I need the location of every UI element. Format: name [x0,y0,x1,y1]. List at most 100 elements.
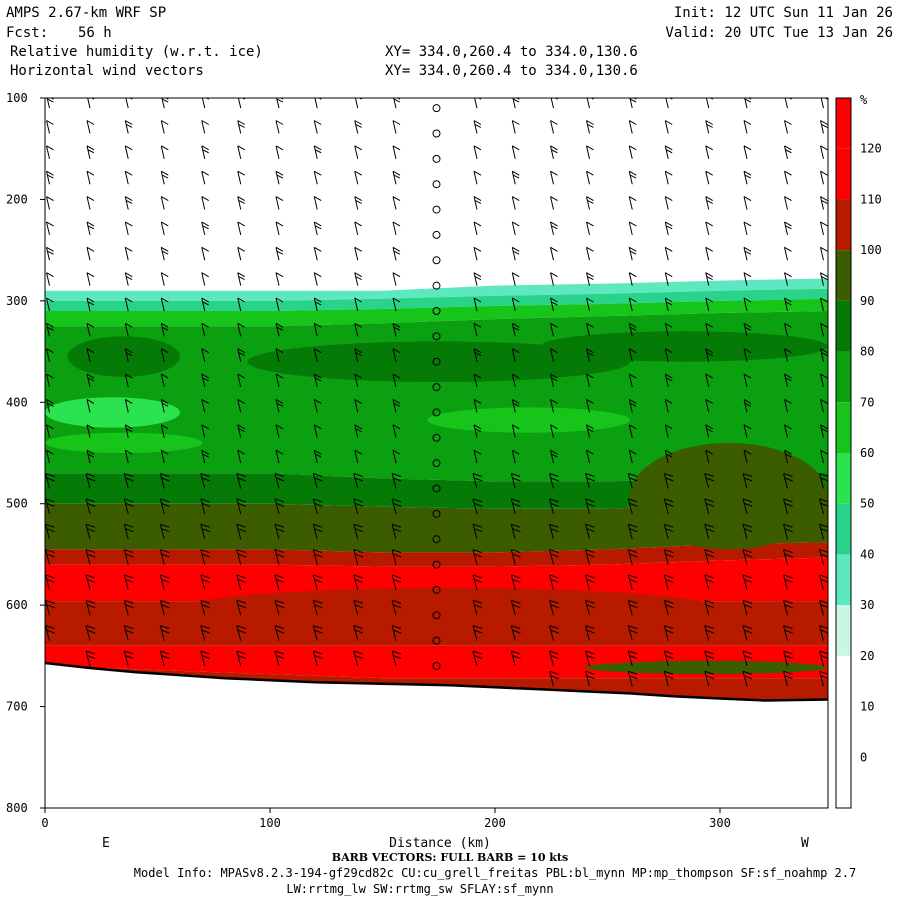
wind-barb [819,473,828,489]
wind-barb [45,599,55,616]
wind-barb [353,549,364,565]
wind-barb [511,221,520,236]
wind-barb [354,373,362,388]
wind-barb [705,120,713,134]
colorbar-level-label: 110 [860,192,882,206]
colorbar-swatch [836,453,851,504]
wind-barbs [45,98,828,687]
wind-barb [86,120,95,134]
wind-barb [354,221,362,236]
wind-barb [313,272,322,286]
wind-barb [550,398,558,413]
wind-barb [160,322,169,337]
wind-barb [627,574,638,591]
wind-barb [550,246,558,261]
wind-barb [46,424,54,438]
rh-patch-2 [540,331,828,362]
wind-barb [86,348,95,362]
wind-barb [275,272,284,286]
wind-barb [86,221,95,236]
wind-barb [784,170,792,185]
wind-barb [743,449,752,464]
wind-barb [275,196,284,210]
wind-barb [550,221,558,236]
y-tick-label: 500 [6,497,28,511]
field-wind-label: Horizontal wind vectors [10,63,204,79]
wind-barb [784,196,792,210]
wind-barb [743,424,752,438]
wind-barb [586,221,594,236]
wind-barb [46,449,54,464]
x-right-end-label: W [801,836,809,851]
wind-barb [473,297,482,312]
wind-barb [550,120,558,134]
wind-barb [628,322,637,337]
wind-barb [86,398,95,413]
wind-barb [46,120,54,134]
wind-barb [313,297,322,312]
wind-barb [160,398,169,413]
wind-barb [664,297,673,312]
wind-barb [275,424,284,438]
wind-barb [160,221,169,236]
rh-patch-3 [45,397,180,428]
wind-barb [663,549,674,565]
wind-barb [237,196,245,210]
wind-barb [313,246,322,261]
wind-barb [124,145,133,159]
wind-barb [783,650,793,667]
wind-barb [550,145,558,159]
wind-barb [627,625,638,641]
colorbar-level-label: 80 [860,345,874,359]
colorbar-swatch [836,706,851,758]
wind-barb [86,297,95,312]
wind-barb [472,599,483,616]
wind-barb [549,473,559,489]
wind-barb [123,599,134,616]
wind-barb [353,574,364,591]
calm-wind-circle [432,357,441,366]
wind-barb [353,650,364,667]
wind-barb [354,196,362,210]
wind-barb [820,322,828,337]
wind-barb [705,145,713,159]
colorbar-swatch [836,351,851,403]
wind-barb [201,398,209,413]
wind-barb [628,373,637,388]
wind-barb [85,473,96,489]
wind-barb [549,650,559,667]
wind-barb [510,599,521,616]
wind-barb [274,498,285,514]
calm-wind-circle [432,230,441,239]
wind-barb [313,221,322,236]
wind-barb [743,322,752,337]
wind-barb [705,170,713,185]
wind-barb [313,449,322,464]
wind-barb [585,473,595,489]
wind-barb [159,498,170,514]
wind-barb [473,145,482,159]
rh-patch-1 [247,341,630,383]
wind-barb [353,498,364,514]
wind-barb [585,670,595,687]
wind-barb [819,549,828,565]
colorbar-swatch [836,300,851,352]
wind-barb [200,473,211,489]
wind-barb [819,599,828,616]
wind-barb [511,170,520,185]
x-tick-label: 300 [709,816,731,830]
wind-barb [628,246,637,261]
wind-barb [510,650,521,667]
wind-barb [743,170,752,185]
barb-note: BARB VECTORS: FULL BARB = 10 kts [332,851,568,864]
wind-barb [820,449,828,464]
wind-barb [704,670,715,687]
x-tick-label: 100 [259,816,281,830]
calm-wind-circle [432,459,441,468]
wind-barb [473,221,482,236]
wind-barb [819,574,828,591]
wind-barb [124,246,133,261]
wind-barb [820,272,828,286]
wind-barb [586,373,594,388]
wind-barb [313,170,322,185]
